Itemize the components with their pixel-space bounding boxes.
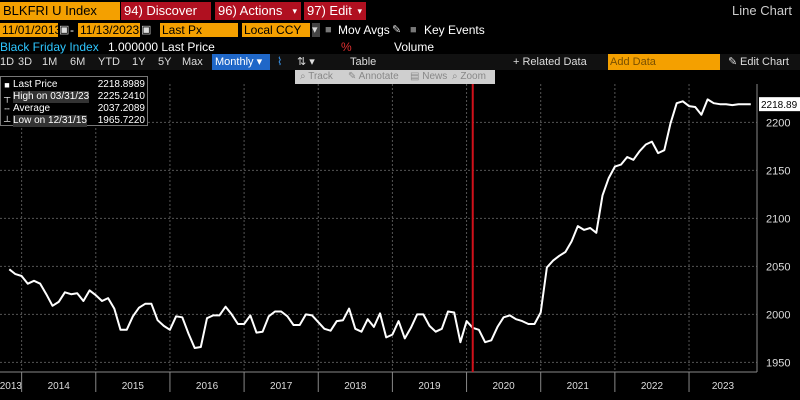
mov-avgs-label: Mov Avgs (338, 23, 390, 37)
frequency-label: Monthly (215, 56, 254, 68)
series-name: Black Friday Index (0, 40, 99, 54)
x-tick-label: 2017 (270, 381, 293, 392)
chevron-down-icon: ▾ (292, 6, 297, 16)
volume-label: Volume (394, 40, 435, 54)
last-value-tag: 2218.89 (761, 100, 798, 111)
edit-label: 97) Edit (307, 3, 352, 18)
related-data-button[interactable]: + Related Data (513, 56, 587, 68)
x-tick-label: 2016 (196, 381, 219, 392)
legend-row-high: ┬ High on 03/31/23 2225.2410 (1, 91, 149, 103)
legend-name: Last Price (13, 79, 58, 90)
square-icon: ■ (4, 80, 10, 90)
series-line-last-price (8, 98, 751, 349)
x-tick-label: 2019 (418, 381, 441, 392)
legend-row-low: ┴ Low on 12/31/15 1965.7220 (1, 115, 149, 127)
chart-type-icon[interactable]: ⇅ ▾ (297, 56, 315, 68)
period-button-1m[interactable]: 1M (42, 56, 58, 68)
low-marker-icon: ┴ (4, 116, 11, 126)
range-bar: 11/01/2013 ▣ - 11/13/2023 ▣ Last Px Loca… (0, 23, 800, 39)
y-tick-label: 2200 (766, 117, 790, 129)
start-date-field[interactable]: 11/01/2013 (0, 23, 62, 37)
period-button-1y[interactable]: 1Y (132, 56, 146, 68)
percent-label: % (341, 40, 352, 54)
discover-button[interactable]: 94) Discover (121, 2, 211, 20)
high-marker-icon: ┬ (4, 92, 11, 102)
x-tick-label: 2015 (122, 381, 145, 392)
y-tick-label: 2050 (766, 261, 790, 273)
average-marker-icon: ╌ (4, 104, 10, 114)
frequency-select[interactable]: Monthly ▾ (212, 54, 270, 70)
add-data-input[interactable]: Add Data (608, 54, 720, 70)
chart-legend: ■ Last Price 2218.8989 ┬ High on 03/31/2… (0, 76, 149, 127)
key-events-label: Key Events (424, 23, 485, 37)
pencil-icon[interactable]: ✎ (392, 24, 402, 36)
legend-row-average: ╌ Average 2037.2089 (1, 103, 149, 115)
view-title: Line Chart (732, 3, 792, 18)
x-tick-label: 2014 (48, 381, 71, 392)
legend-name: Low on 12/31/15 (13, 115, 87, 127)
key-events-checkbox[interactable]: ■ (410, 24, 417, 36)
chevron-down-icon: ▾ (357, 6, 362, 16)
period-button-5y[interactable]: 5Y (158, 56, 172, 68)
legend-name: High on 03/31/23 (13, 91, 90, 103)
period-button-ytd[interactable]: YTD (98, 56, 120, 68)
line-style-icon[interactable]: ⌇ (277, 56, 283, 68)
ticker-field[interactable]: BLKFRI U Index (0, 2, 120, 20)
chart-tools-strip (295, 70, 495, 84)
period-bar: 1D 3D 1M 6M YTD 1Y 5Y Max Monthly ▾ ⌇ ⇅ ▾ Table… (0, 54, 800, 70)
calendar-icon[interactable]: ▣ (141, 24, 152, 36)
y-tick-label: 2150 (766, 165, 790, 177)
annotate-tool[interactable]: ✎ Annotate (348, 71, 399, 82)
track-tool[interactable]: ⌕ Track (300, 71, 333, 82)
zoom-label: Zoom (460, 71, 486, 82)
chart-tools-bar: ⌕ Track ✎ Annotate ▤ News ⌕ Zoom (0, 70, 800, 84)
series-value: 1.000000 Last Price (108, 40, 215, 54)
field-select[interactable]: Last Px (160, 23, 238, 37)
legend-row-last-price: ■ Last Price 2218.8989 (1, 79, 149, 91)
period-button-1d[interactable]: 1D (0, 56, 15, 68)
y-tick-label: 2000 (766, 309, 790, 321)
last-value-tag-bg (759, 97, 800, 112)
legend-value: 2218.8989 (97, 79, 145, 90)
period-button-max[interactable]: Max (182, 56, 203, 68)
legend-value: 1965.7220 (97, 115, 145, 126)
edit-chart-button[interactable]: Edit Chart (740, 56, 789, 68)
y-tick-label: 2100 (766, 213, 790, 225)
table-button[interactable]: Table (350, 56, 377, 68)
x-tick-label: 2018 (344, 381, 367, 392)
zoom-tool[interactable]: ⌕ Zoom (452, 71, 486, 82)
x-tick-label: 2023 (712, 381, 735, 392)
news-tool[interactable]: ▤ News (410, 71, 448, 82)
legend-value: 2037.2089 (97, 103, 145, 114)
main-toolbar: BLKFRI U Index 94) Discover 96) Actions … (0, 0, 800, 22)
annotate-label: Annotate (358, 71, 399, 82)
period-button-6m[interactable]: 6M (70, 56, 86, 68)
period-button-3d[interactable]: 3D (18, 56, 33, 68)
y-tick-label: 1950 (766, 357, 790, 369)
legend-value: 2225.2410 (97, 91, 145, 102)
x-tick-label: 2021 (567, 381, 590, 392)
calendar-icon[interactable]: ▣ (59, 24, 70, 36)
discover-label: 94) Discover (124, 3, 197, 18)
actions-label: 96) Actions (218, 3, 283, 18)
end-date-field[interactable]: 11/13/2023 (78, 23, 140, 37)
news-label: News (422, 71, 448, 82)
actions-button[interactable]: 96) Actions ▾ (215, 2, 301, 20)
currency-select[interactable]: Local CCY (242, 23, 310, 37)
currency-dropdown-icon[interactable]: ▾ (312, 23, 320, 37)
range-dash: - (70, 23, 74, 37)
mov-avgs-checkbox[interactable]: ■ (325, 24, 332, 36)
x-tick-label: 2013 (0, 381, 22, 392)
series-bar: Black Friday Index 1.000000 Last Price %… (0, 40, 800, 54)
legend-name: Average (13, 103, 51, 114)
pencil-icon[interactable]: ✎ (728, 56, 738, 68)
x-tick-label: 2020 (493, 381, 516, 392)
track-label: Track (308, 71, 333, 82)
edit-button[interactable]: 97) Edit ▾ (304, 2, 366, 20)
x-tick-label: 2022 (641, 381, 664, 392)
